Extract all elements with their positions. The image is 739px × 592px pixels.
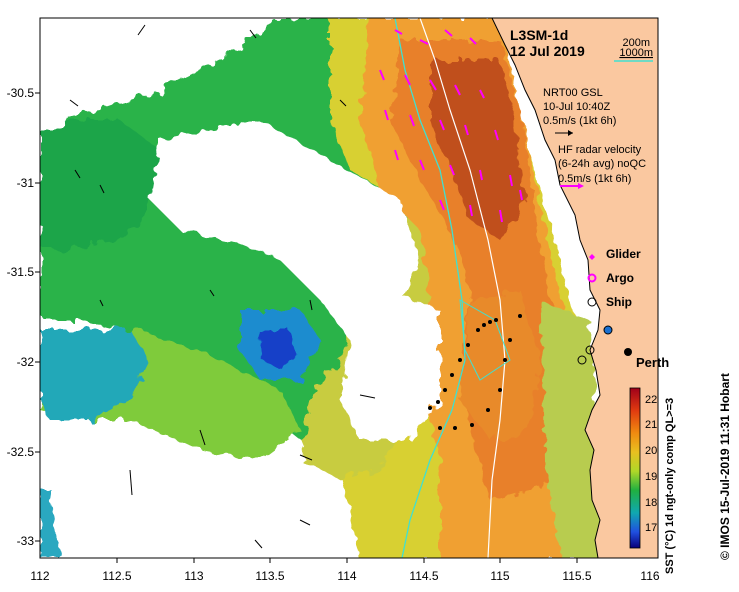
perth-label: Perth	[636, 355, 669, 370]
arrowhead-icon	[568, 130, 573, 136]
cbar-tick: 22	[645, 394, 657, 406]
x-tick: 116	[640, 569, 659, 583]
sst-field	[40, 18, 658, 558]
cbar-tick: 20	[645, 445, 657, 457]
perth-marker	[624, 348, 632, 356]
x-tick: 115	[490, 569, 509, 583]
x-tick: 113.5	[255, 569, 284, 583]
y-tick: -31	[17, 176, 35, 190]
x-tick: 114	[337, 569, 356, 583]
isobath-200m	[419, 18, 506, 558]
y-tick: -30.5	[7, 86, 35, 100]
y-axis: -30.5 -31 -31.5 -32 -32.5 -33	[7, 86, 35, 548]
gsl-legend-scale: 0.5m/s (1kt 6h)	[543, 115, 616, 127]
argo-label: Argo	[606, 271, 634, 285]
y-tick: -33	[17, 534, 35, 548]
arrowhead-icon	[578, 183, 584, 189]
ship-icon	[587, 297, 597, 307]
mooring-marker	[603, 325, 613, 335]
ship-marker	[585, 345, 595, 355]
y-tick: -32	[17, 355, 35, 369]
land-mass	[491, 18, 658, 558]
glider-track	[428, 314, 522, 430]
cbar-tick: 21	[645, 419, 657, 431]
hf-legend-avg: (6-24h avg) noQC	[558, 158, 646, 170]
gsl-legend-title: NRT00 GSL	[543, 87, 603, 99]
ship-marker	[577, 355, 587, 365]
x-tick: 113	[184, 569, 203, 583]
argo-icon	[587, 273, 597, 283]
isobath-1000m	[394, 18, 466, 558]
glider-icon	[589, 254, 595, 260]
product-title: L3SM-1d	[510, 27, 568, 43]
x-tick: 115.5	[562, 569, 591, 583]
x-tick: 112	[30, 569, 49, 583]
gsl-legend-time: 10-Jul 10:40Z	[543, 101, 611, 113]
isobath-1000-label: 1000m	[619, 47, 653, 59]
cbar-tick: 17	[645, 522, 657, 534]
hf-legend-title: HF radar velocity	[558, 144, 642, 156]
y-tick: -32.5	[7, 445, 35, 459]
plot-frame	[39, 17, 659, 559]
y-tick: -31.5	[7, 265, 35, 279]
tick-marks	[35, 92, 578, 563]
glider-label: Glider	[606, 247, 641, 261]
cbar-tick: 19	[645, 471, 657, 483]
x-axis: 112 112.5 113 113.5 114 114.5 115 115.5 …	[30, 569, 659, 583]
colorbar	[629, 387, 641, 549]
gsl-vectors	[69, 24, 376, 549]
colorbar-label: SST (°C) 1d ngt-only comp QL>=3	[664, 398, 676, 574]
ship-label: Ship	[606, 295, 632, 309]
hf-legend-scale: 0.5m/s (1kt 6h)	[558, 173, 631, 185]
isobath-200-label: 200m	[622, 37, 650, 49]
x-tick: 112.5	[102, 569, 131, 583]
colorbar-ticks: 22 21 20 19 18 17	[645, 394, 657, 534]
hf-radar-vectors	[379, 29, 523, 223]
credit-text: © IMOS 15-Jul-2019 11:31 Hobart	[718, 373, 732, 560]
cbar-tick: 18	[645, 497, 657, 509]
x-tick: 114.5	[409, 569, 438, 583]
date-title: 12 Jul 2019	[510, 43, 585, 59]
